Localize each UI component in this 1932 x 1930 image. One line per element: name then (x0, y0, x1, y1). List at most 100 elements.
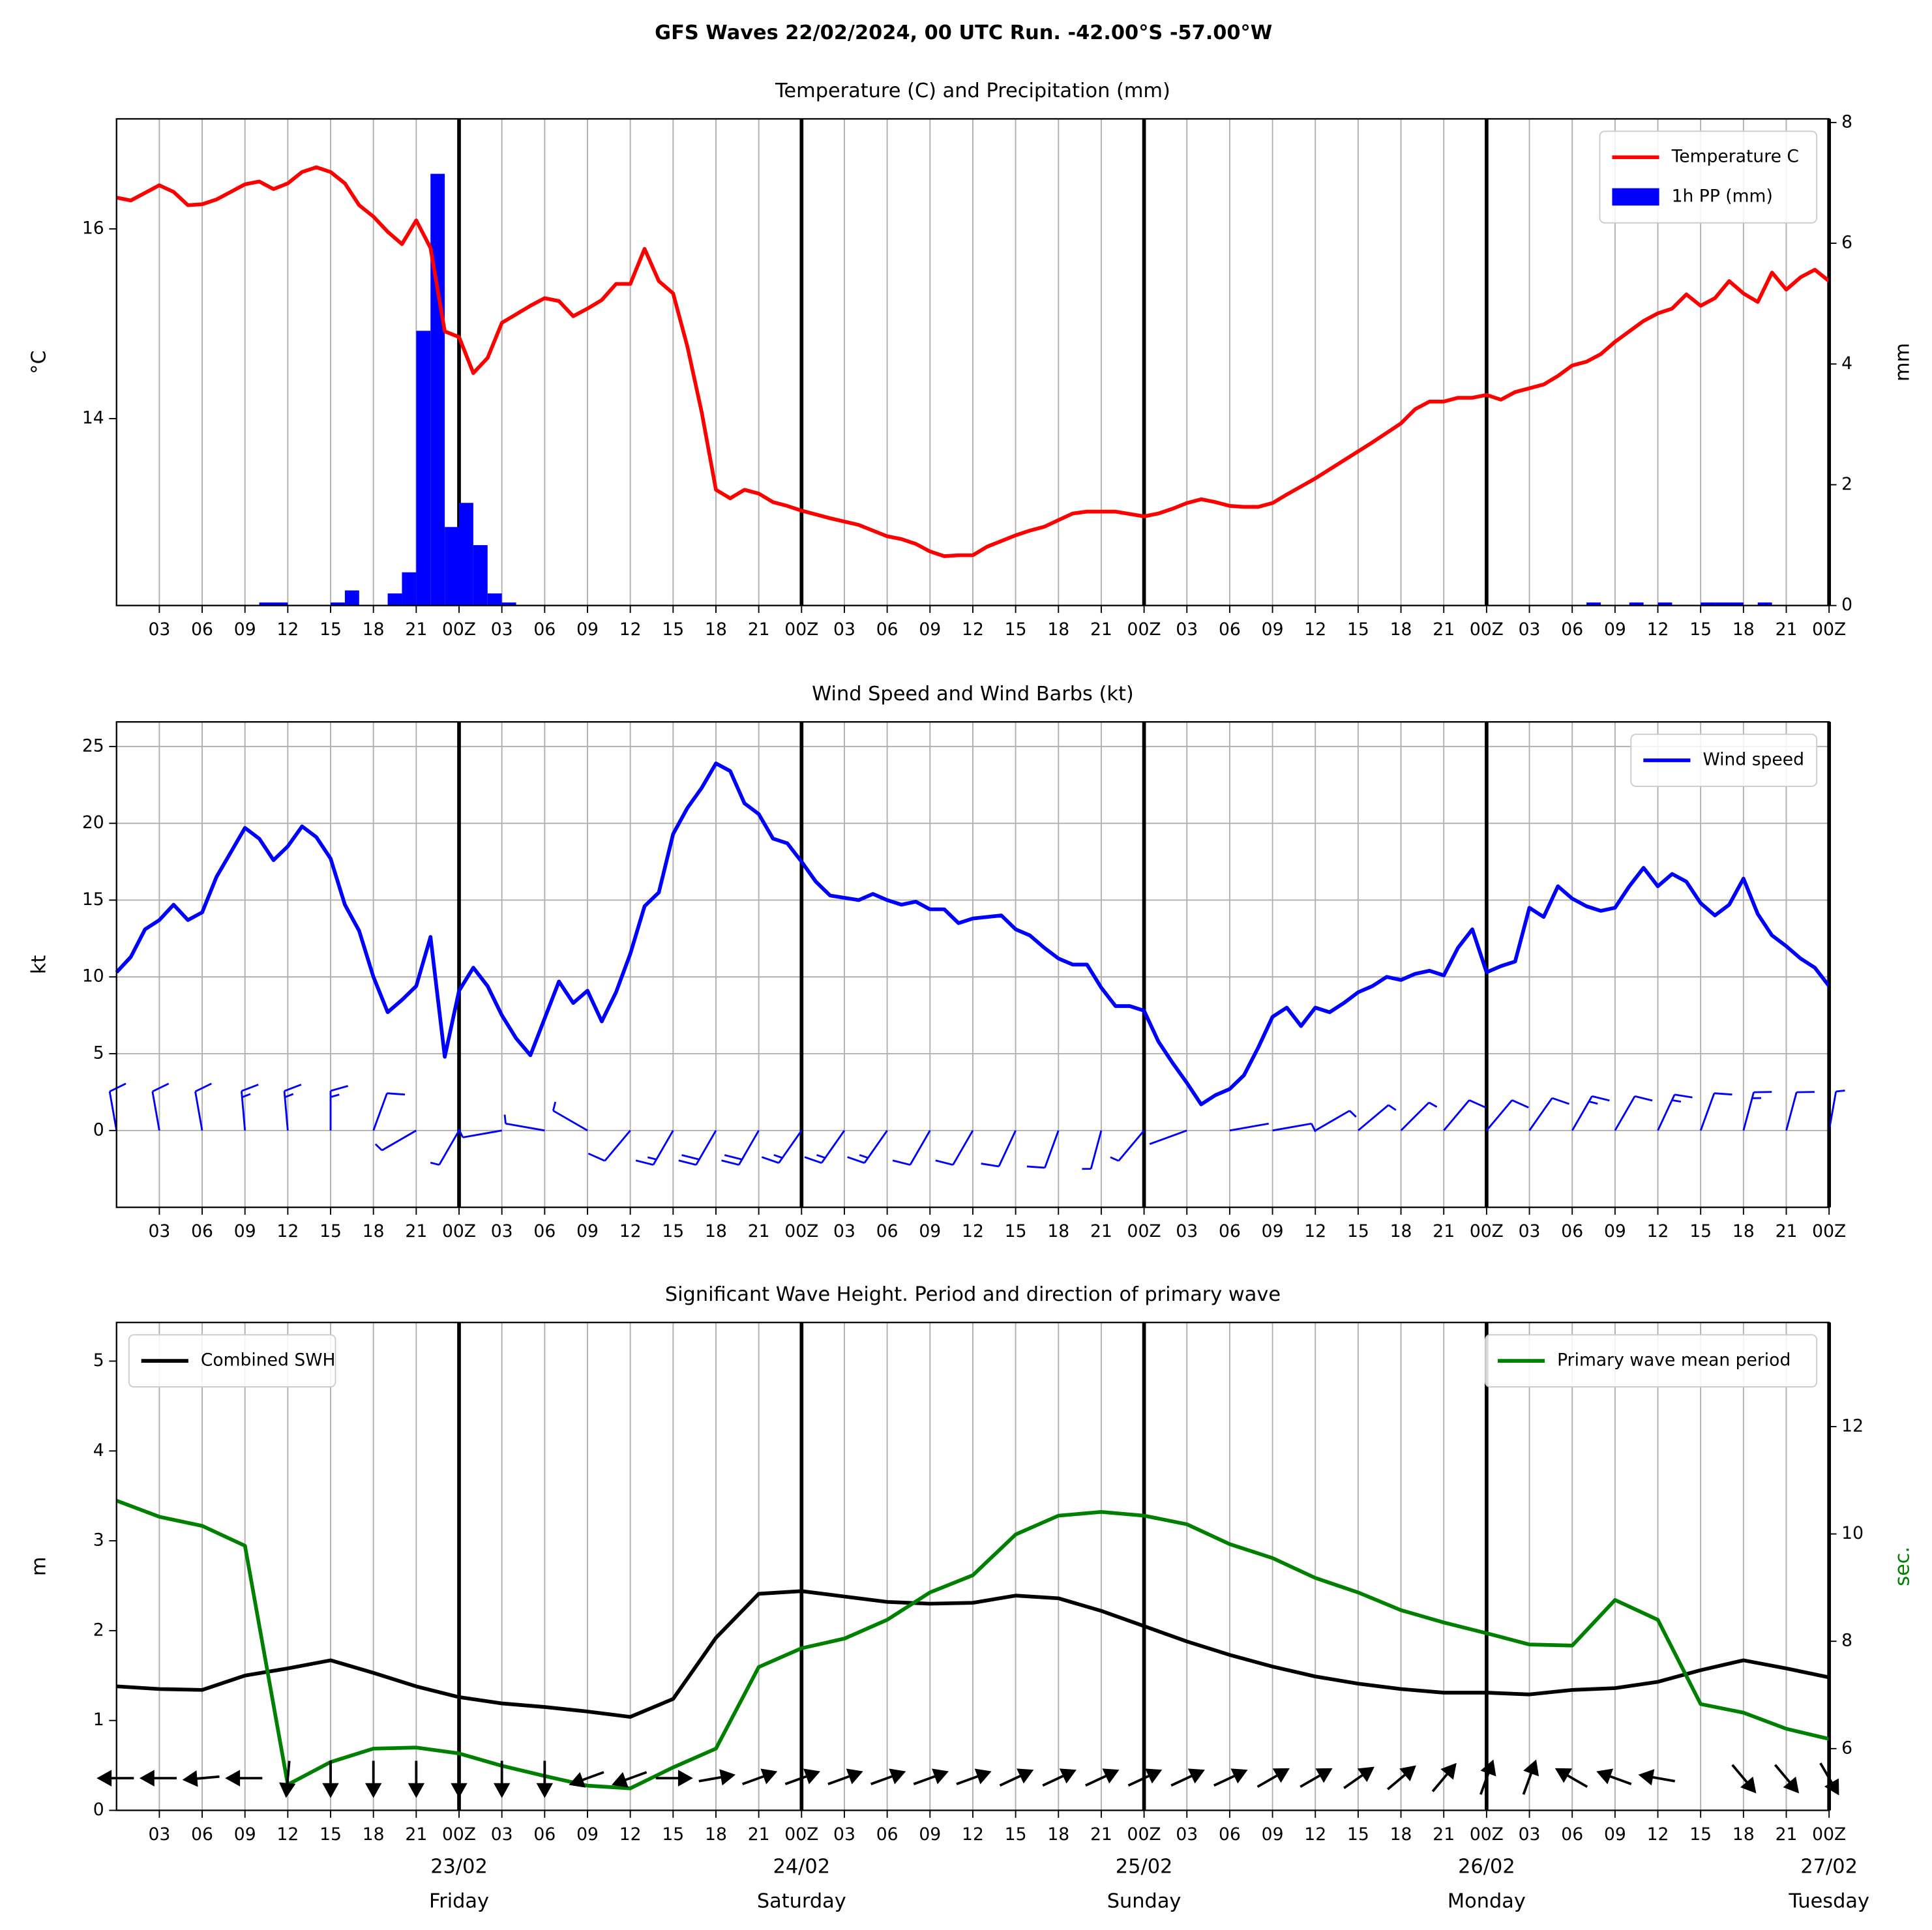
wind-barb (587, 1129, 631, 1162)
wave-direction-arrow (322, 1760, 339, 1798)
wind-barb (935, 1130, 974, 1166)
x-tick-label: 18 (705, 1824, 727, 1845)
wave-direction-arrow (655, 1770, 693, 1787)
x-tick-label: 18 (1732, 1221, 1755, 1241)
x-tick-label: 12 (276, 1824, 299, 1845)
day-name-label: Saturday (757, 1890, 846, 1913)
y-tick-label: 0 (93, 1800, 104, 1820)
day-name-label: Monday (1448, 1890, 1526, 1913)
wind-barb (804, 1130, 846, 1164)
x-tick-label: 15 (1347, 619, 1369, 640)
wind-barb (1315, 1110, 1357, 1132)
x-tick-label: 21 (748, 1824, 770, 1845)
wind-barb (552, 1101, 588, 1132)
x-tick-label: 21 (1776, 1221, 1798, 1241)
x-tick-label: 06 (533, 1221, 556, 1241)
legend-swatch (1612, 188, 1659, 206)
x-tick-label: 06 (533, 1824, 556, 1845)
series-line (116, 165, 1830, 558)
x-tick-label: 06 (533, 619, 556, 640)
x-tick-label: 09 (234, 1221, 256, 1241)
plot-frame (115, 118, 1830, 606)
wind-barb (372, 1092, 406, 1131)
x-tick-label: 09 (234, 1824, 256, 1845)
y-tick-label: 5 (93, 1043, 104, 1063)
day-date-label: 27/02 (1800, 1855, 1858, 1878)
y2-tick-label: 0 (1841, 595, 1852, 615)
wave-direction-arrow (999, 1768, 1034, 1787)
wave-direction-arrow (97, 1770, 134, 1787)
wind-barb (329, 1085, 349, 1131)
bar (473, 545, 488, 606)
x-tick-label: 00Z (442, 619, 476, 640)
x-tick-label: 21 (1433, 1221, 1455, 1241)
y-tick-label: 10 (82, 966, 104, 987)
bar (1586, 602, 1601, 606)
x-tick-label: 00Z (442, 1824, 476, 1845)
wind-barb (430, 1130, 460, 1166)
wave-direction-arrow (1431, 1762, 1457, 1792)
plot-frame (115, 721, 1830, 1208)
bar (487, 593, 502, 606)
day-date-label: 25/02 (1116, 1855, 1173, 1878)
x-tick-label: 00Z (784, 1824, 818, 1845)
x-tick-label: 03 (1519, 1221, 1541, 1241)
x-tick-label: 15 (662, 1221, 684, 1241)
x-tick-label: 21 (1090, 619, 1112, 640)
wind-barb (1357, 1104, 1397, 1131)
legend-box (1630, 734, 1818, 787)
x-tick-label: 21 (1433, 1824, 1455, 1845)
x-tick-label: 18 (363, 619, 385, 640)
y2-tick-label: 2 (1841, 474, 1852, 494)
x-tick-label: 06 (876, 1824, 899, 1845)
wave-direction-arrow (1170, 1768, 1205, 1787)
x-tick-label: 21 (1090, 1824, 1112, 1845)
y-tick-label: 25 (82, 735, 104, 756)
wind-barb (283, 1084, 302, 1131)
day-name-label: Friday (429, 1890, 489, 1913)
y2-tick-label: 12 (1841, 1416, 1864, 1436)
wind-barb (892, 1130, 931, 1166)
bar (1757, 602, 1772, 606)
wave-direction-arrow (1213, 1768, 1248, 1787)
x-tick-label: 06 (876, 1221, 899, 1241)
x-tick-label: 03 (491, 619, 513, 640)
x-tick-label: 15 (320, 619, 342, 640)
wave-direction-arrow (1085, 1768, 1120, 1787)
x-tick-label: 06 (1219, 619, 1241, 640)
series-line (115, 1498, 1830, 1790)
wind-barb (108, 1082, 126, 1131)
wind-barb (1657, 1093, 1693, 1131)
x-tick-label: 21 (748, 1221, 770, 1241)
wave-direction-arrow (698, 1769, 736, 1786)
x-tick-label: 03 (148, 1824, 170, 1845)
bar (387, 593, 402, 606)
y-tick-label: 1 (93, 1710, 104, 1730)
wind-barb (1110, 1129, 1145, 1162)
wind-barb (761, 1130, 803, 1164)
wave-direction-arrow (827, 1768, 863, 1785)
x-tick-label: 12 (1647, 619, 1669, 640)
bar (1657, 602, 1672, 606)
x-tick-label: 15 (1689, 1824, 1712, 1845)
x-tick-label: 06 (876, 619, 899, 640)
x-tick-label: 00Z (1470, 1221, 1504, 1241)
x-tick-label: 09 (1604, 1824, 1626, 1845)
x-tick-label: 03 (1519, 619, 1541, 640)
bar (1629, 602, 1644, 606)
x-tick-label: 09 (576, 619, 599, 640)
wave-direction-arrow (1256, 1768, 1290, 1789)
x-tick-label: 09 (1262, 1824, 1284, 1845)
series-line (116, 1589, 1830, 1719)
x-tick-label: 21 (748, 619, 770, 640)
wave-direction-arrow (1343, 1766, 1375, 1789)
x-tick-label: 06 (191, 1824, 213, 1845)
x-tick-label: 09 (919, 1824, 941, 1845)
wave-direction-arrow (956, 1768, 992, 1785)
wind-barb (1026, 1130, 1060, 1169)
x-tick-label: 15 (1347, 1824, 1369, 1845)
wave-direction-arrow (493, 1760, 511, 1798)
wave-direction-arrow (1127, 1768, 1163, 1787)
day-name-label: Tuesday (1788, 1890, 1869, 1913)
x-tick-label: 18 (1390, 1221, 1412, 1241)
